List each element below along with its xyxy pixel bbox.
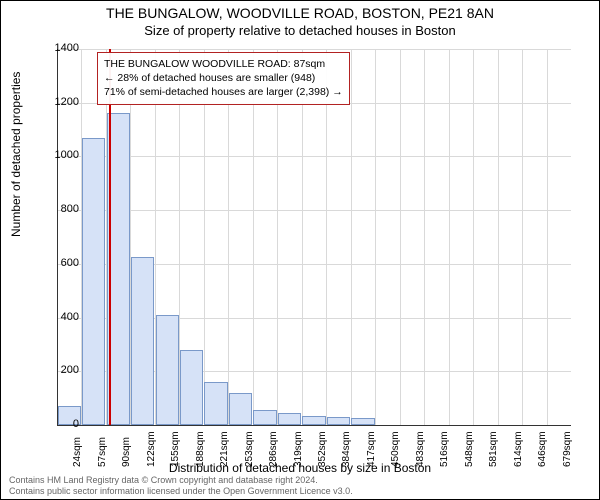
histogram-bar <box>253 410 276 425</box>
gridline-v <box>547 49 548 425</box>
gridline-v <box>277 49 278 425</box>
histogram-bar <box>278 413 301 425</box>
ytick-label: 0 <box>49 418 79 430</box>
gridline-h <box>57 49 571 50</box>
gridline-v <box>449 49 450 425</box>
chart-title: THE BUNGALOW, WOODVILLE ROAD, BOSTON, PE… <box>1 1 599 21</box>
plot-area <box>57 49 571 425</box>
ytick-label: 600 <box>49 257 79 269</box>
x-axis-label: Distribution of detached houses by size … <box>1 461 599 475</box>
gridline-v <box>228 49 229 425</box>
infobox-line2: ← 28% of detached houses are smaller (94… <box>104 71 343 85</box>
histogram-bar <box>82 138 105 425</box>
ytick-label: 1400 <box>49 42 79 54</box>
histogram-bar <box>131 257 154 425</box>
footer-line2: Contains public sector information licen… <box>9 486 591 497</box>
ytick-label: 800 <box>49 203 79 215</box>
info-box: THE BUNGALOW WOODVILLE ROAD: 87sqm ← 28%… <box>97 52 350 105</box>
histogram-bar <box>327 417 350 425</box>
gridline-h <box>57 210 571 211</box>
histogram-bar <box>180 350 203 425</box>
gridline-v <box>351 49 352 425</box>
gridline-v <box>253 49 254 425</box>
gridline-v <box>326 49 327 425</box>
x-axis-line <box>57 425 571 426</box>
chart-container: THE BUNGALOW, WOODVILLE ROAD, BOSTON, PE… <box>0 0 600 500</box>
gridline-v <box>400 49 401 425</box>
gridline-v <box>498 49 499 425</box>
histogram-bar <box>302 416 325 425</box>
histogram-bar <box>204 382 227 425</box>
ytick-label: 200 <box>49 364 79 376</box>
footer-attribution: Contains HM Land Registry data © Crown c… <box>9 475 591 498</box>
ytick-label: 400 <box>49 311 79 323</box>
gridline-v <box>302 49 303 425</box>
histogram-bar <box>229 393 252 425</box>
gridline-v <box>473 49 474 425</box>
y-axis-label: Number of detached properties <box>9 72 23 237</box>
property-marker-line <box>109 49 111 425</box>
gridline-v <box>204 49 205 425</box>
gridline-v <box>375 49 376 425</box>
infobox-line1: THE BUNGALOW WOODVILLE ROAD: 87sqm <box>104 57 343 71</box>
ytick-label: 1000 <box>49 149 79 161</box>
gridline-v <box>424 49 425 425</box>
footer-line1: Contains HM Land Registry data © Crown c… <box>9 475 591 486</box>
gridline-h <box>57 156 571 157</box>
gridline-v <box>522 49 523 425</box>
infobox-line3: 71% of semi-detached houses are larger (… <box>104 85 343 99</box>
histogram-bar <box>351 418 374 425</box>
ytick-label: 1200 <box>49 96 79 108</box>
histogram-bar <box>156 315 179 425</box>
chart-subtitle: Size of property relative to detached ho… <box>1 21 599 40</box>
